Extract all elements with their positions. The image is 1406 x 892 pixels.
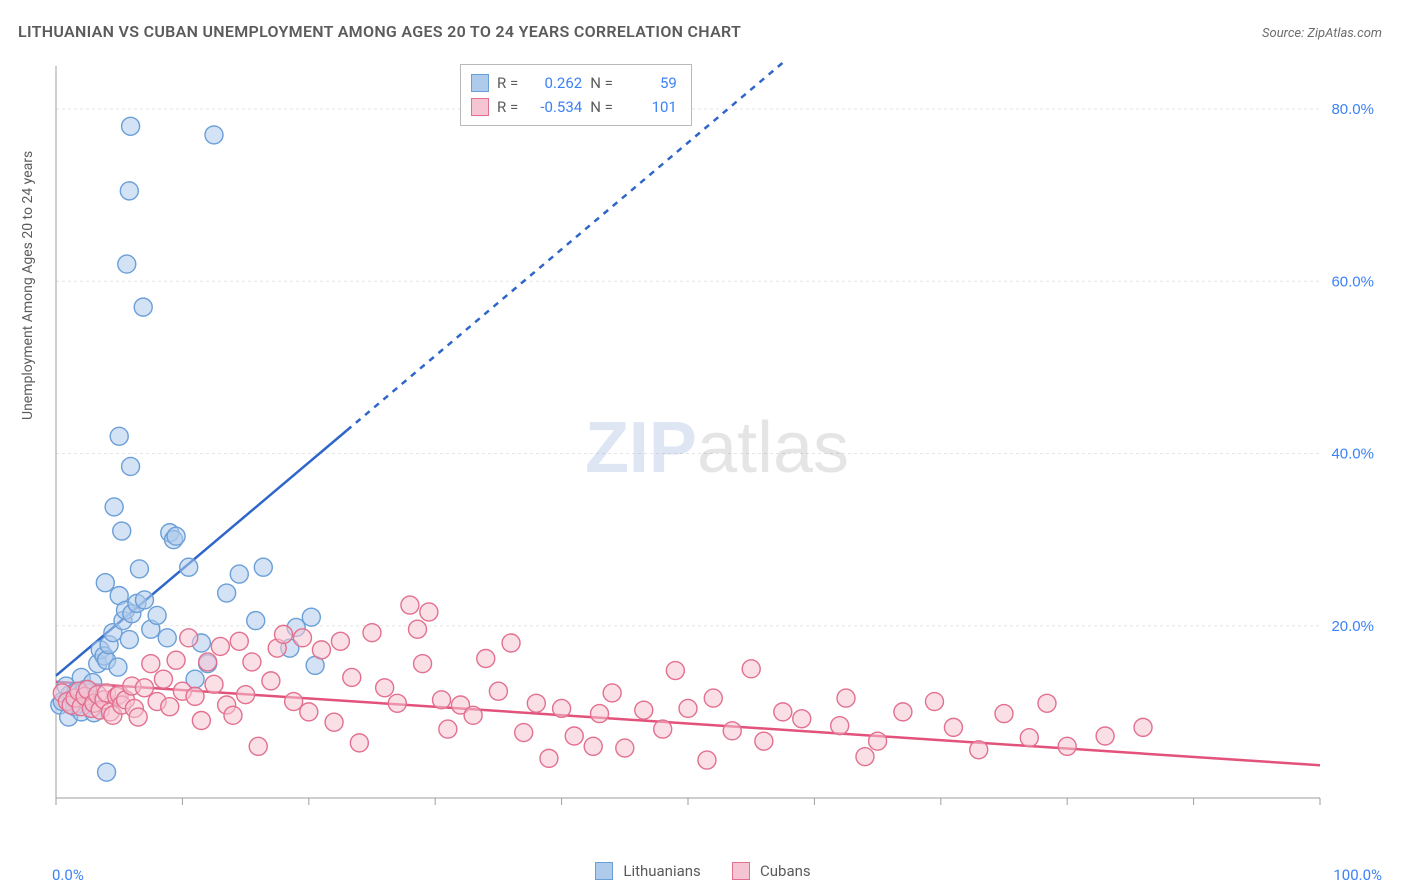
x-axis-min-label: 0.0% <box>52 866 84 884</box>
r-value: 0.262 <box>526 71 582 95</box>
legend-label-cubans: Cubans <box>760 862 811 880</box>
svg-text:80.0%: 80.0% <box>1331 101 1374 118</box>
chart-area: 20.0%40.0%60.0%80.0% ZIPatlas <box>50 62 1384 834</box>
n-value: 101 <box>621 95 677 119</box>
y-axis-label: Unemployment Among Ages 20 to 24 years <box>20 151 36 420</box>
stat-row-cubans: R = -0.534 N = 101 <box>471 95 677 119</box>
scatter-plot: 20.0% 40.0% 60.0% 80.0% <box>50 62 1384 834</box>
r-label: R = <box>497 71 518 95</box>
svg-text:60.0%: 60.0% <box>1331 273 1374 290</box>
svg-text:20.0%: 20.0% <box>1331 618 1374 635</box>
n-value: 59 <box>621 71 677 95</box>
legend-swatch-lithuanians <box>595 862 613 880</box>
swatch-lithuanians <box>471 74 489 92</box>
stat-row-lithuanians: R = 0.262 N = 59 <box>471 71 677 95</box>
correlation-stats-box: R = 0.262 N = 59 R = -0.534 N = 101 <box>460 64 692 126</box>
n-label: N = <box>590 71 613 95</box>
r-value: -0.534 <box>526 95 582 119</box>
x-legend: Lithuanians Cubans <box>0 862 1406 884</box>
swatch-cubans <box>471 98 489 116</box>
svg-text:40.0%: 40.0% <box>1331 446 1374 463</box>
legend-swatch-cubans <box>732 862 750 880</box>
source-attribution: Source: ZipAtlas.com <box>1262 26 1382 41</box>
r-label: R = <box>497 95 518 119</box>
n-label: N = <box>590 95 613 119</box>
legend-label-lithuanians: Lithuanians <box>623 862 700 880</box>
x-axis-max-label: 100.0% <box>1333 866 1382 884</box>
chart-title: LITHUANIAN VS CUBAN UNEMPLOYMENT AMONG A… <box>18 22 741 41</box>
